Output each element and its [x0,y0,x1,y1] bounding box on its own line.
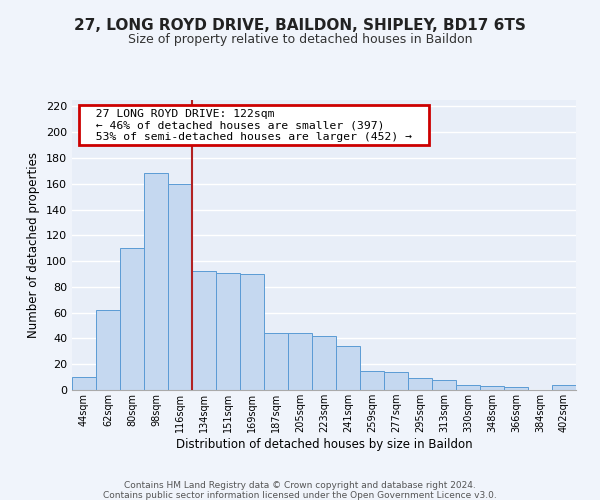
Text: 27, LONG ROYD DRIVE, BAILDON, SHIPLEY, BD17 6TS: 27, LONG ROYD DRIVE, BAILDON, SHIPLEY, B… [74,18,526,32]
Bar [264,334,288,390]
Y-axis label: Number of detached properties: Number of detached properties [28,152,40,338]
Bar [432,380,456,390]
Bar [144,174,168,390]
Text: Size of property relative to detached houses in Baildon: Size of property relative to detached ho… [128,32,472,46]
Bar [360,370,384,390]
Bar [96,310,120,390]
Bar [456,385,480,390]
Bar [384,372,408,390]
Bar [72,377,96,390]
Bar [312,336,336,390]
Bar [168,184,192,390]
Text: 27 LONG ROYD DRIVE: 122sqm
  ← 46% of detached houses are smaller (397)
  53% of: 27 LONG ROYD DRIVE: 122sqm ← 46% of deta… [82,108,426,142]
Bar [480,386,504,390]
Bar [408,378,432,390]
Text: Contains HM Land Registry data © Crown copyright and database right 2024.: Contains HM Land Registry data © Crown c… [124,481,476,490]
Bar [240,274,264,390]
Text: Contains public sector information licensed under the Open Government Licence v3: Contains public sector information licen… [103,491,497,500]
Bar [504,388,528,390]
Bar [192,272,216,390]
Bar [288,334,312,390]
Bar [120,248,144,390]
X-axis label: Distribution of detached houses by size in Baildon: Distribution of detached houses by size … [176,438,472,451]
Bar [552,385,576,390]
Bar [336,346,360,390]
Bar [216,272,240,390]
